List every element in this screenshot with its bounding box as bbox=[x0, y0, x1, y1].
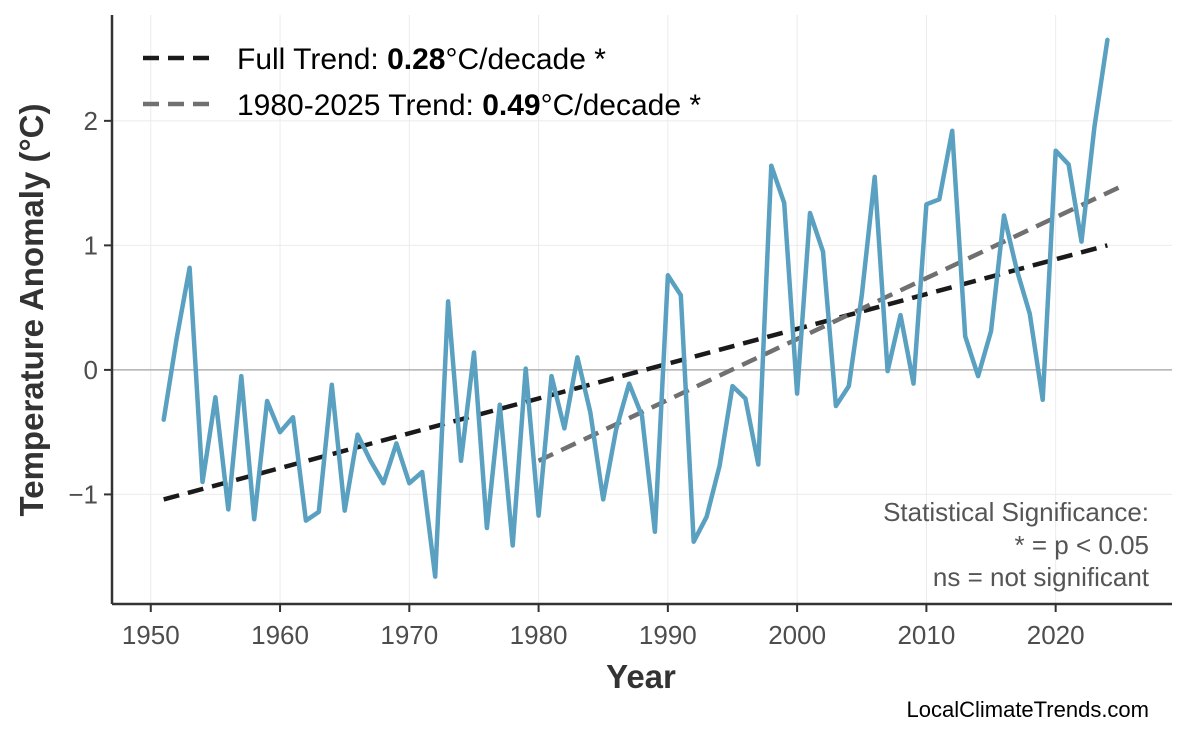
legend-recent-trend-unit: °C/decade * bbox=[541, 89, 702, 122]
trend-lines bbox=[163, 184, 1122, 502]
axes bbox=[110, 15, 1172, 606]
legend-entry-recent-trend: 1980-2025 Trend: 0.49°C/decade * bbox=[237, 89, 701, 122]
legend-full-trend-rate: 0.28 bbox=[387, 43, 445, 76]
y-tick-label-0: 0 bbox=[84, 355, 98, 385]
legend: Full Trend: 0.28°C/decade * 1980-2025 Tr… bbox=[143, 43, 701, 122]
y-tick-label--1: −1 bbox=[68, 479, 98, 509]
x-tick-label-2020: 2020 bbox=[1027, 620, 1085, 650]
significance-note-star: * = p < 0.05 bbox=[1015, 530, 1149, 560]
x-tick-label-2000: 2000 bbox=[768, 620, 826, 650]
significance-note-ns: ns = not significant bbox=[933, 562, 1150, 592]
legend-recent-trend-label: 1980-2025 Trend: bbox=[237, 89, 482, 122]
temperature-anomaly-series-line bbox=[161, 37, 1110, 579]
x-tick-label-1960: 1960 bbox=[251, 620, 309, 650]
x-axis-ticks: 1950 1960 1970 1980 1990 2000 2010 2020 bbox=[122, 604, 1085, 650]
x-tick-label-1980: 1980 bbox=[510, 620, 568, 650]
significance-note-title: Statistical Significance: bbox=[883, 497, 1149, 527]
significance-note: Statistical Significance: * = p < 0.05 n… bbox=[883, 497, 1150, 592]
legend-full-trend-label: Full Trend: bbox=[237, 43, 387, 76]
full-trend-line bbox=[163, 243, 1108, 502]
x-tick-label-1970: 1970 bbox=[380, 620, 438, 650]
x-tick-label-2010: 2010 bbox=[897, 620, 955, 650]
legend-entry-full-trend: Full Trend: 0.28°C/decade * bbox=[237, 43, 606, 76]
y-axis-ticks: −1 0 1 2 bbox=[68, 106, 112, 509]
x-axis-title: Year bbox=[606, 658, 676, 695]
x-tick-label-1990: 1990 bbox=[639, 620, 697, 650]
y-axis-title: Temperature Anomaly (°C) bbox=[13, 104, 50, 517]
recent-trend-line bbox=[537, 184, 1122, 463]
legend-recent-trend-rate: 0.49 bbox=[482, 89, 540, 122]
legend-full-trend-unit: °C/decade * bbox=[445, 43, 606, 76]
y-tick-label-2: 2 bbox=[84, 106, 98, 136]
y-tick-label-1: 1 bbox=[84, 230, 98, 260]
credit-text: LocalClimateTrends.com bbox=[907, 697, 1150, 722]
x-tick-label-1950: 1950 bbox=[122, 620, 180, 650]
